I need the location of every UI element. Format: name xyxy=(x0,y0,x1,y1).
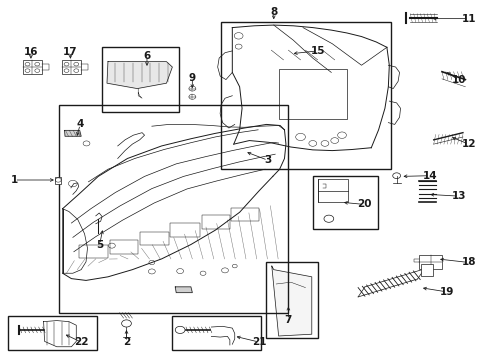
Text: 21: 21 xyxy=(251,337,266,347)
Bar xyxy=(62,60,81,74)
Text: 3: 3 xyxy=(264,155,271,165)
Text: 19: 19 xyxy=(439,287,453,297)
Text: 1: 1 xyxy=(11,175,18,185)
Text: 8: 8 xyxy=(269,7,277,17)
Text: 18: 18 xyxy=(461,257,475,267)
Bar xyxy=(418,255,442,269)
Bar xyxy=(102,47,178,112)
Bar xyxy=(266,262,317,338)
Bar xyxy=(59,105,288,313)
Polygon shape xyxy=(107,62,172,89)
Bar xyxy=(23,60,41,74)
Text: 6: 6 xyxy=(143,51,150,61)
Bar xyxy=(221,22,390,169)
Bar xyxy=(278,69,346,119)
Text: 5: 5 xyxy=(96,239,103,249)
Text: 20: 20 xyxy=(356,199,370,210)
Bar xyxy=(172,316,261,350)
Bar xyxy=(8,316,97,350)
Text: 15: 15 xyxy=(310,46,324,56)
Text: 11: 11 xyxy=(461,14,475,24)
Bar xyxy=(231,208,259,221)
Text: 10: 10 xyxy=(451,75,466,85)
Text: 12: 12 xyxy=(461,139,475,149)
Bar xyxy=(317,179,347,202)
Polygon shape xyxy=(175,287,192,293)
Bar xyxy=(55,177,61,184)
Polygon shape xyxy=(64,131,81,136)
Polygon shape xyxy=(271,266,311,336)
Bar xyxy=(420,264,432,276)
Text: 17: 17 xyxy=(63,46,78,57)
Text: 4: 4 xyxy=(76,120,83,129)
Text: 22: 22 xyxy=(74,337,88,347)
Bar xyxy=(79,244,108,258)
Bar xyxy=(312,176,377,229)
Bar xyxy=(110,240,138,254)
Bar xyxy=(170,223,199,237)
Text: 13: 13 xyxy=(451,191,466,201)
Bar xyxy=(201,215,229,229)
Bar xyxy=(140,231,168,245)
Text: 7: 7 xyxy=(284,315,291,325)
Text: 16: 16 xyxy=(23,46,38,57)
Text: 14: 14 xyxy=(422,171,436,181)
Text: 2: 2 xyxy=(122,337,130,347)
Text: 9: 9 xyxy=(188,73,196,83)
